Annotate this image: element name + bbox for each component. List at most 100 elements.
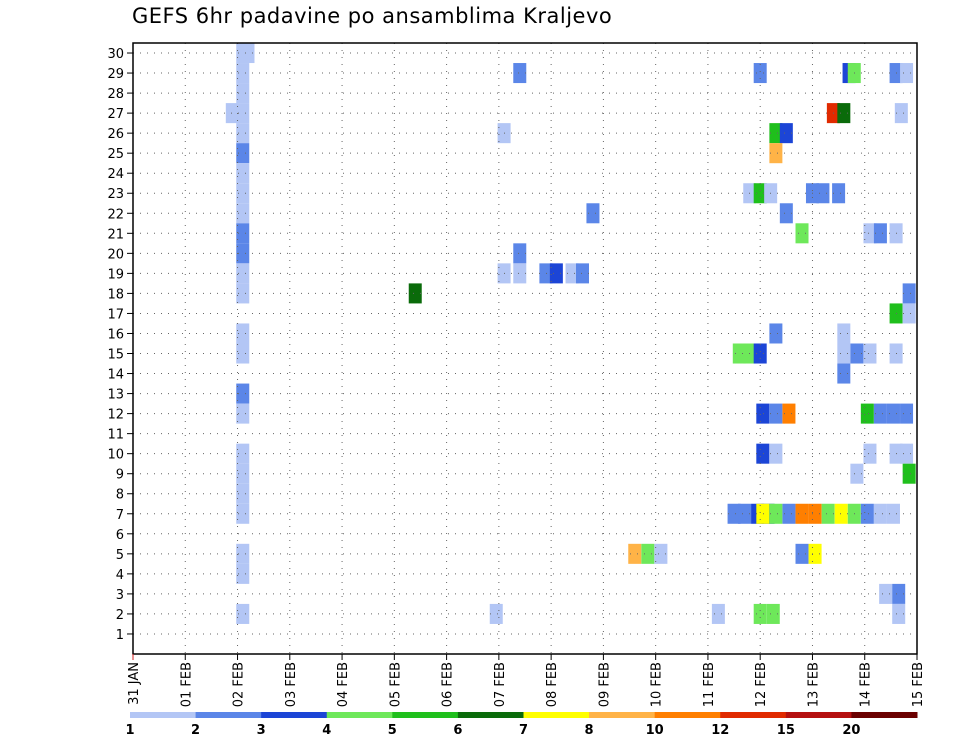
heatmap-cell — [892, 583, 906, 604]
heatmap-cell — [873, 503, 887, 524]
colorbar-label: 5 — [388, 723, 397, 738]
heatmap-cell — [769, 143, 783, 164]
y-tick-label: 29 — [107, 67, 124, 82]
heatmap-cell — [236, 63, 250, 84]
heatmap-cell — [808, 543, 822, 564]
heatmap-cell — [753, 343, 767, 364]
colorbar-label: 12 — [711, 723, 729, 738]
y-tick-label: 5 — [116, 548, 124, 563]
heatmap-cell — [879, 583, 893, 604]
heatmap-cell — [236, 403, 250, 424]
heatmap-cell — [753, 63, 767, 84]
y-tick-label: 15 — [107, 348, 124, 363]
heatmap-cells — [225, 43, 916, 624]
heatmap-cell — [236, 483, 250, 504]
heatmap-cell — [837, 323, 851, 344]
colorbar-segment — [130, 712, 197, 718]
heatmap-cell — [539, 263, 553, 284]
colorbar-label: 6 — [453, 723, 462, 738]
colorbar-label: 20 — [842, 723, 860, 738]
heatmap-cell — [850, 463, 864, 484]
y-tick-label: 20 — [107, 247, 124, 262]
heatmap-cell — [756, 443, 770, 464]
y-axis: 1234567891011121314151617181920212223242… — [107, 47, 133, 643]
heatmap-cell — [236, 563, 250, 584]
y-tick-label: 6 — [116, 528, 124, 543]
heatmap-cell — [513, 243, 527, 264]
x-tick-label: 02 FEB — [232, 662, 247, 707]
heatmap-cell — [236, 603, 250, 624]
y-tick-label: 2 — [116, 608, 124, 623]
x-axis: 31 JAN 01 FEB 02 FEB 03 FEB 04 FEB 05 FEB 06 F… — [127, 654, 926, 707]
y-tick-label: 18 — [107, 287, 124, 302]
heatmap-cell — [236, 543, 250, 564]
x-tick-label: 10 FEB — [650, 662, 665, 707]
heatmap-cell — [902, 463, 916, 484]
heatmap-cell — [834, 503, 848, 524]
chart-title: GEFS 6hr padavine po ansamblima Kraljevo — [132, 4, 613, 28]
heatmap-cell — [489, 603, 503, 624]
heatmap-cell — [753, 183, 767, 204]
x-tick-label: 01 FEB — [179, 662, 194, 707]
heatmap-cell — [236, 343, 250, 364]
heatmap-cell — [236, 243, 250, 264]
heatmap-cell — [782, 403, 796, 424]
heatmap-cell — [732, 343, 746, 364]
colorbar-label: 8 — [585, 723, 594, 738]
heatmap-cell — [863, 443, 877, 464]
heatmap-cell — [769, 443, 783, 464]
heatmap-cell — [837, 343, 851, 364]
heatmap-cell — [900, 403, 914, 424]
heatmap-cell — [863, 343, 877, 364]
colorbar-segment — [851, 712, 918, 718]
y-tick-label: 30 — [107, 47, 124, 62]
heatmap-cell — [837, 363, 851, 384]
heatmap-cell — [821, 503, 835, 524]
heatmap-cell — [850, 343, 864, 364]
heatmap-cell — [860, 503, 874, 524]
heatmap-cell — [894, 103, 908, 124]
y-tick-label: 21 — [107, 227, 124, 242]
y-tick-label: 8 — [116, 488, 124, 503]
heatmap-cell — [236, 383, 250, 404]
x-tick-label: 04 FEB — [336, 662, 351, 707]
heatmap-cell — [236, 223, 250, 244]
colorbar: 1 2 3 4 5 6 7 8 10 12 15 20 — [125, 712, 918, 738]
x-tick-label: 12 FEB — [754, 662, 769, 707]
heatmap-cell — [832, 183, 846, 204]
y-tick-label: 9 — [116, 468, 124, 483]
heatmap-cell — [236, 83, 250, 104]
heatmap-cell — [628, 543, 642, 564]
heatmap-cell — [236, 283, 250, 304]
x-tick-label: 14 FEB — [859, 662, 874, 707]
heatmap-cell — [753, 603, 767, 624]
y-tick-label: 28 — [107, 87, 124, 102]
heatmap-cell — [863, 223, 877, 244]
y-tick-label: 24 — [107, 167, 124, 182]
y-tick-label: 16 — [107, 327, 124, 342]
y-tick-label: 27 — [107, 107, 124, 122]
heatmap-cell — [886, 403, 900, 424]
heatmap-cell — [795, 503, 809, 524]
heatmap-cell — [586, 203, 600, 224]
colorbar-segment — [261, 712, 328, 718]
y-tick-label: 25 — [107, 147, 124, 162]
colorbar-segment — [326, 712, 393, 718]
y-tick-label: 26 — [107, 127, 124, 142]
colorbar-label: 4 — [322, 723, 331, 738]
heatmap-cell — [236, 463, 250, 484]
colorbar-segment — [785, 712, 852, 718]
heatmap-cell — [902, 283, 916, 304]
x-tick-label: 11 FEB — [702, 662, 717, 707]
heatmap-cell — [241, 43, 255, 64]
colorbar-label: 10 — [646, 723, 664, 738]
heatmap-cell — [816, 183, 830, 204]
heatmap-cell — [900, 63, 914, 84]
heatmap-cell — [565, 263, 579, 284]
colorbar-label: 2 — [191, 723, 200, 738]
colorbar-segment — [457, 712, 524, 718]
heatmap-cell — [779, 203, 793, 224]
colorbar-segment — [589, 712, 656, 718]
heatmap-cell — [236, 143, 250, 164]
